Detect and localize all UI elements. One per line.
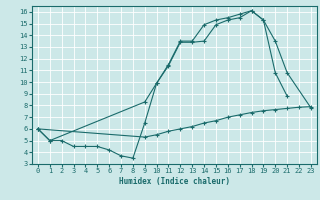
X-axis label: Humidex (Indice chaleur): Humidex (Indice chaleur) <box>119 177 230 186</box>
